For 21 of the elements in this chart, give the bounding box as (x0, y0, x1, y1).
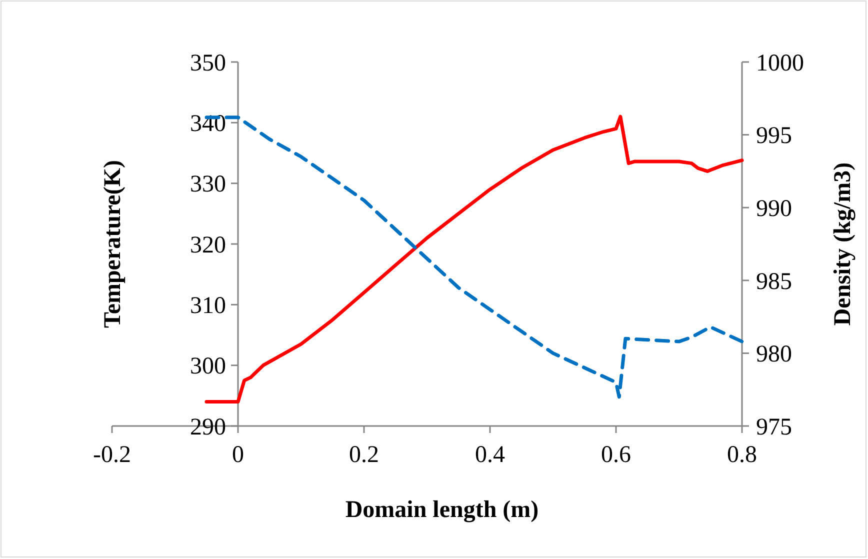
x-tick-label: -0.2 (93, 442, 131, 468)
x-axis-title: Domain length (m) (345, 497, 539, 523)
x-tick-label: 0.4 (475, 442, 505, 468)
y-tick-label: 300 (190, 354, 226, 380)
y2-tick-label: 990 (756, 196, 792, 222)
y-tick-label: 290 (190, 414, 226, 440)
x-tick-label: 0 (232, 442, 244, 468)
x-tick-label: 0.6 (601, 442, 631, 468)
x-tick-label: 0.8 (727, 442, 757, 468)
x-tick-label: 0.2 (349, 442, 379, 468)
y2-tick-label: 975 (756, 414, 792, 440)
y-tick-label: 310 (190, 293, 226, 320)
y-tick-label: 350 (190, 50, 226, 76)
y2-tick-label: 995 (756, 123, 792, 150)
y-axis-title: Temperature(K) (100, 160, 126, 328)
y-tick-label: 330 (190, 172, 226, 198)
y-tick-label: 320 (190, 232, 226, 258)
y2-tick-label: 985 (756, 268, 792, 295)
y2-tick-label: 1000 (756, 50, 804, 76)
y2-tick-label: 980 (756, 342, 792, 368)
y2-axis-title: Density (kg/m3) (830, 162, 856, 326)
